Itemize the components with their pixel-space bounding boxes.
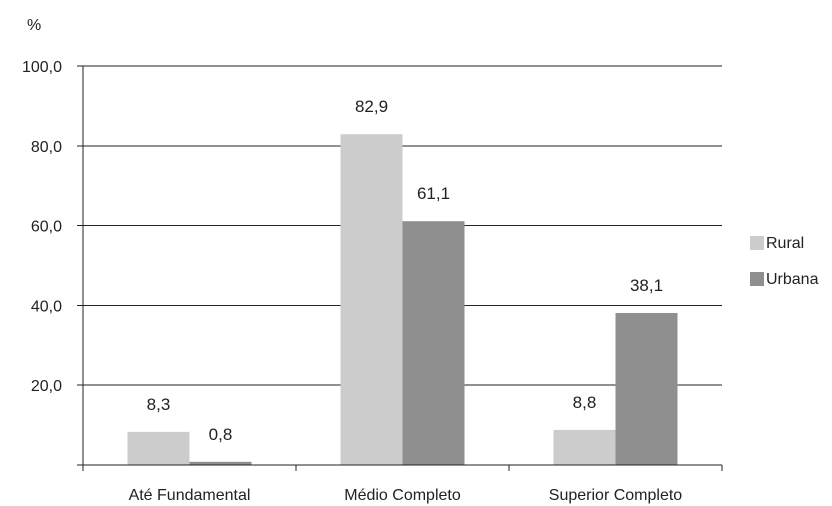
x-tick-label: Até Fundamental [129, 487, 251, 504]
legend-swatch-urbana [750, 272, 764, 286]
bar-rural [340, 134, 403, 465]
bar-urbana [402, 221, 465, 465]
x-tick-label: Superior Completo [549, 487, 683, 504]
y-tick-label: 80,0 [31, 139, 62, 156]
y-unit-label: % [27, 17, 41, 34]
bar-urbana [189, 461, 252, 465]
legend-swatch-rural [750, 236, 764, 250]
legend-label: Rural [766, 235, 804, 252]
data-label: 61,1 [417, 184, 450, 203]
y-tick-label: 20,0 [31, 378, 62, 395]
legend: Rural Urbana [750, 235, 819, 288]
x-tick-label: Médio Completo [344, 487, 461, 504]
bar-rural [127, 431, 190, 465]
legend-label: Urbana [766, 271, 819, 288]
data-label: 8,8 [573, 393, 597, 412]
data-label: 8,3 [147, 395, 171, 414]
data-label: 38,1 [630, 276, 663, 295]
y-tick-label: 40,0 [31, 298, 62, 315]
data-label: 0,8 [209, 425, 233, 444]
bar-rural [553, 429, 616, 465]
data-label: 82,9 [355, 97, 388, 116]
bars [127, 134, 678, 465]
labels: % 20,0 40,0 60,0 80,0 100,0 Até Fundamental 8,3… [22, 17, 682, 504]
axes [77, 66, 723, 471]
bar-urbana [615, 312, 678, 465]
y-tick-label: 100,0 [22, 59, 62, 76]
y-tick-label: 60,0 [31, 219, 62, 236]
